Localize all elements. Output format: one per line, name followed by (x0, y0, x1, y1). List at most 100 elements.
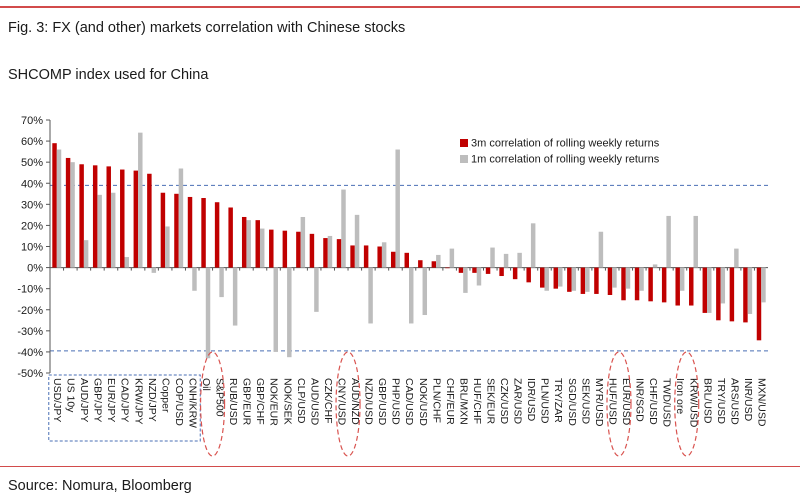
bar-3m (296, 231, 301, 268)
bar-3m (418, 260, 423, 268)
bar-1m (503, 253, 509, 268)
bar-1m (341, 189, 346, 268)
y-tick-label: 20% (21, 220, 43, 232)
bar-3m (634, 267, 640, 301)
x-tick-label: NZD/JPY (146, 378, 158, 422)
bar-3m (336, 239, 342, 268)
x-tick-label: SEK/USD (579, 378, 591, 425)
bar-1m (151, 267, 157, 273)
bar-3m (499, 267, 504, 277)
y-tick-label: 50% (21, 157, 43, 169)
label-group-box (48, 374, 201, 442)
x-tick-label: NOK/SEK (281, 378, 293, 425)
x-tick-label: CHF/USD (647, 378, 659, 425)
top-rule (0, 6, 800, 8)
bar-3m (65, 157, 71, 268)
bar-3m (309, 233, 315, 268)
bar-3m (445, 267, 450, 269)
bar-3m (201, 198, 206, 268)
x-tick-label: NOK/USD (417, 378, 429, 426)
x-tick-label: GBP/USD (376, 378, 388, 426)
bar-1m (747, 267, 753, 314)
bar-1m (544, 267, 549, 291)
highlight-ellipse (335, 351, 361, 457)
bar-3m (580, 267, 586, 294)
bar-1m (70, 162, 75, 268)
bar-1m (585, 267, 590, 292)
x-tick-label: PLN/USD (539, 378, 551, 424)
legend-swatch-3m (460, 139, 468, 147)
bar-1m (639, 267, 644, 291)
legend-label-3m: 3m correlation of rolling weekly returns (471, 138, 660, 150)
x-tick-label: TRY/ZAR (552, 378, 564, 423)
x-tick-label: GBP/JPY (92, 378, 104, 422)
bar-3m (377, 246, 382, 268)
bar-3m (133, 170, 139, 268)
bar-1m (734, 248, 739, 268)
bar-1m (56, 149, 62, 268)
bar-1m (449, 248, 455, 268)
bar-3m (675, 267, 680, 306)
bar-3m (214, 202, 220, 268)
bar-3m (241, 216, 247, 268)
x-tick-label: CHF/EUR (444, 378, 456, 425)
y-tick-label: 70% (21, 115, 43, 127)
bar-3m (390, 251, 396, 268)
x-tick-label: NZD/USD (363, 378, 375, 425)
bar-1m (436, 254, 441, 268)
bar-3m (540, 267, 545, 288)
bar-1m (666, 215, 671, 268)
bar-1m (219, 267, 224, 298)
x-tick-label: MYR/USD (593, 378, 605, 427)
bar-3m (648, 267, 653, 302)
bar-3m (485, 267, 491, 274)
bar-1m (707, 267, 712, 313)
bar-3m (187, 196, 193, 268)
bar-1m (693, 215, 698, 268)
bar-1m (368, 267, 373, 324)
bar-1m (259, 228, 265, 268)
x-tick-label: MXN/USD (755, 378, 767, 427)
bar-1m (232, 267, 238, 326)
x-tick-label: CLP/USD (295, 378, 307, 424)
bar-1m (83, 240, 89, 268)
bar-3m (174, 193, 179, 268)
x-tick-label: GBP/EUR (241, 378, 253, 426)
bar-1m (178, 168, 184, 268)
bar-1m (205, 267, 211, 359)
x-tick-label: RUB/USD (227, 378, 239, 426)
x-tick-label: Oil (200, 378, 212, 391)
x-tick-label: GBP/CHF (254, 378, 266, 425)
bar-1m (327, 235, 333, 268)
bar-1m (273, 267, 278, 352)
bar-1m (463, 267, 468, 293)
bar-1m (422, 267, 428, 316)
x-tick-label: Iron ore (674, 378, 686, 414)
x-tick-label: SGD/USD (566, 378, 578, 426)
y-tick-label: 30% (21, 199, 43, 211)
bottom-rule (0, 466, 800, 467)
bar-1m (165, 226, 170, 268)
legend-swatch-1m (460, 155, 468, 163)
x-tick-label: COP/USD (173, 378, 185, 426)
x-tick-label: PLN/CHF (430, 378, 442, 423)
highlight-ellipse (606, 351, 632, 457)
y-tick-label: 40% (21, 178, 43, 190)
bar-1m (138, 132, 143, 268)
y-tick-label: 10% (21, 242, 43, 254)
bar-3m (79, 164, 84, 268)
bar-3m (255, 220, 260, 268)
y-tick-label: -20% (17, 305, 43, 317)
highlight-ellipse (199, 351, 226, 457)
bar-3m (147, 173, 152, 268)
x-tick-label: SEK/EUR (485, 378, 497, 425)
x-tick-label: AUD/NZD (349, 378, 361, 425)
bar-1m (300, 216, 306, 268)
bar-3m (120, 169, 125, 268)
x-tick-label: CZK/USD (498, 378, 510, 425)
bar-1m (490, 247, 495, 268)
bar-3m (404, 252, 409, 268)
bar-1m (246, 220, 251, 268)
bar-1m (761, 267, 766, 303)
x-tick-label: KRW/JPY (132, 378, 144, 424)
